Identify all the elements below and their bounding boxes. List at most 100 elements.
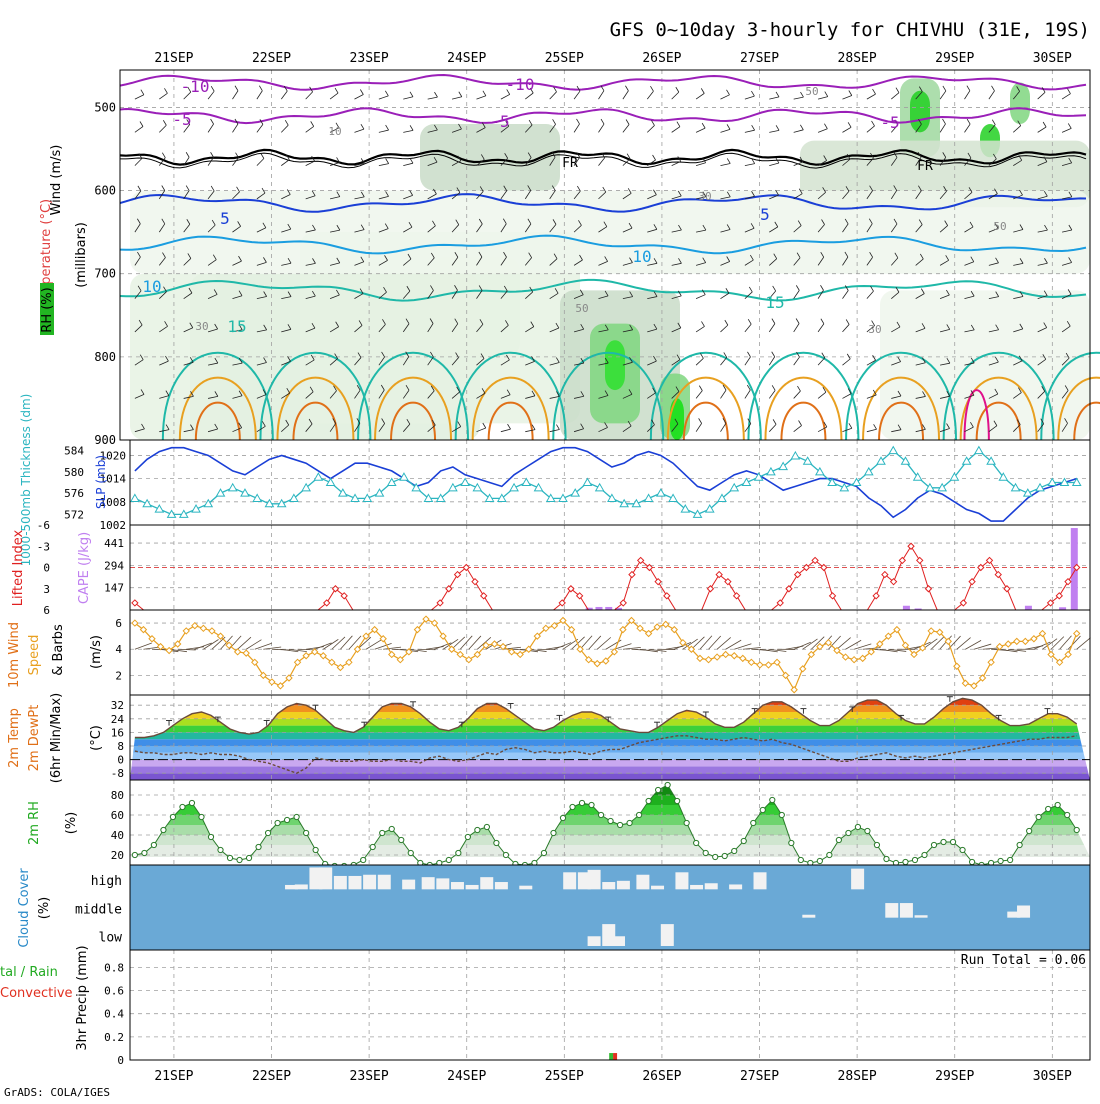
li-axis-label: Lifted Index xyxy=(11,529,26,606)
rh-marker xyxy=(1027,828,1032,833)
contour-label: 10 xyxy=(328,125,341,138)
temp-band xyxy=(130,753,1090,760)
cloud-bar xyxy=(885,903,898,918)
contour-label: 5 xyxy=(760,205,770,224)
contour-label: 50 xyxy=(993,220,1006,233)
li-tick: 3 xyxy=(43,583,50,596)
contour-label: 15 xyxy=(765,293,784,312)
li-tick: -3 xyxy=(37,540,50,553)
cloud-bar xyxy=(519,886,532,890)
run-total: Run Total = 0.06 xyxy=(961,953,1086,968)
chart-title: GFS 0~10day 3-hourly for CHIVHU (31E, 19… xyxy=(610,19,1090,41)
cloud-bar xyxy=(436,878,449,889)
rh-marker xyxy=(161,827,166,832)
rh-marker xyxy=(713,854,718,859)
rh-marker xyxy=(770,797,775,802)
rh-marker xyxy=(1074,827,1079,832)
rh-marker xyxy=(1046,806,1051,811)
rh-marker xyxy=(361,857,366,862)
rh-marker xyxy=(465,834,470,839)
cloud-bar xyxy=(690,885,703,889)
rh-marker xyxy=(256,844,261,849)
rh-tick: 60 xyxy=(111,809,124,822)
cloud-bar xyxy=(1017,906,1030,918)
rh-marker xyxy=(380,830,385,835)
cloud-bar xyxy=(651,886,664,890)
temp-axis-label-a: 2m Temp xyxy=(7,708,22,768)
precip-legend-total: tal / Rain xyxy=(0,965,58,980)
rh-marker xyxy=(998,858,1003,863)
rh-marker xyxy=(703,850,708,855)
pressure-tick: 600 xyxy=(94,184,116,198)
cloud-bar xyxy=(334,876,347,889)
cloud-bar xyxy=(602,882,615,889)
rh-marker xyxy=(636,812,641,817)
date-label-top: 25SEP xyxy=(545,51,584,66)
contour-label: 30 xyxy=(698,190,711,203)
contour-label: 15 xyxy=(227,317,246,336)
rh-marker xyxy=(275,820,280,825)
rh-marker xyxy=(456,850,461,855)
cloud-bar xyxy=(729,884,742,889)
cloud-axis-label: Cloud Cover xyxy=(17,868,32,948)
rh-marker xyxy=(199,814,204,819)
rh-marker xyxy=(617,822,622,827)
slp-axis-label: SLP (mb) xyxy=(94,455,108,509)
rh-marker xyxy=(475,827,480,832)
date-label-top: 21SEP xyxy=(154,51,193,66)
wind-unit-label: (m/s) xyxy=(89,635,104,669)
precip-tick: 0.6 xyxy=(104,985,124,998)
wind-tick: 6 xyxy=(115,617,122,630)
date-label-bottom: 23SEP xyxy=(350,1069,389,1084)
cloud-bar xyxy=(617,881,630,890)
temp-band xyxy=(130,726,1090,733)
pressure-tick: 700 xyxy=(94,267,116,281)
temp-tick: -8 xyxy=(111,767,124,780)
cloud-level-label: low xyxy=(99,931,123,946)
precip-legend-convective: Convective xyxy=(0,986,73,1001)
cloud-bar xyxy=(319,867,332,889)
li-tick: 0 xyxy=(43,562,50,575)
rh-marker xyxy=(836,837,841,842)
rh-marker xyxy=(294,814,299,819)
rh-marker xyxy=(551,830,556,835)
temp-tick: 8 xyxy=(117,740,124,753)
rh-marker xyxy=(304,830,309,835)
date-label-top: 23SEP xyxy=(350,51,389,66)
temp-tick: 16 xyxy=(111,726,124,739)
rh-marker xyxy=(675,798,680,803)
cloud-bar xyxy=(402,880,415,890)
cloud-bar xyxy=(661,924,674,946)
rh-marker xyxy=(180,804,185,809)
rh-marker xyxy=(922,852,927,857)
temp-axis-label-b: 2m DewPt xyxy=(27,705,42,772)
date-label-bottom: 21SEP xyxy=(154,1069,193,1084)
date-label-top: 27SEP xyxy=(740,51,779,66)
rh-marker xyxy=(589,802,594,807)
contour-label: 5 xyxy=(220,209,230,228)
rh-marker xyxy=(208,834,213,839)
rh-marker xyxy=(950,839,955,844)
rh-marker xyxy=(646,798,651,803)
rh-marker xyxy=(494,840,499,845)
rh-marker xyxy=(722,853,727,858)
rh-marker xyxy=(960,847,965,852)
cape-tick: 294 xyxy=(104,559,124,572)
date-label-bottom: 27SEP xyxy=(740,1069,779,1084)
rh-marker xyxy=(1008,857,1013,862)
rh-marker xyxy=(1017,842,1022,847)
rh-marker xyxy=(237,857,242,862)
cape-axis-label: CAPE (J/kg) xyxy=(77,532,92,604)
cloud-bar xyxy=(900,903,913,918)
contour-label: 50 xyxy=(805,85,818,98)
date-label-bottom: 29SEP xyxy=(935,1069,974,1084)
thickness-tick: 580 xyxy=(64,466,84,479)
temp-axis-label-c: (6hr Min/Max) xyxy=(49,693,64,783)
cloud-bar xyxy=(754,872,767,889)
slp-tick: 1002 xyxy=(100,519,127,532)
rh-shade xyxy=(130,191,1090,274)
cloud-level-label: high xyxy=(91,874,122,889)
rh-marker xyxy=(941,839,946,844)
contour-label: -5 xyxy=(172,110,191,129)
